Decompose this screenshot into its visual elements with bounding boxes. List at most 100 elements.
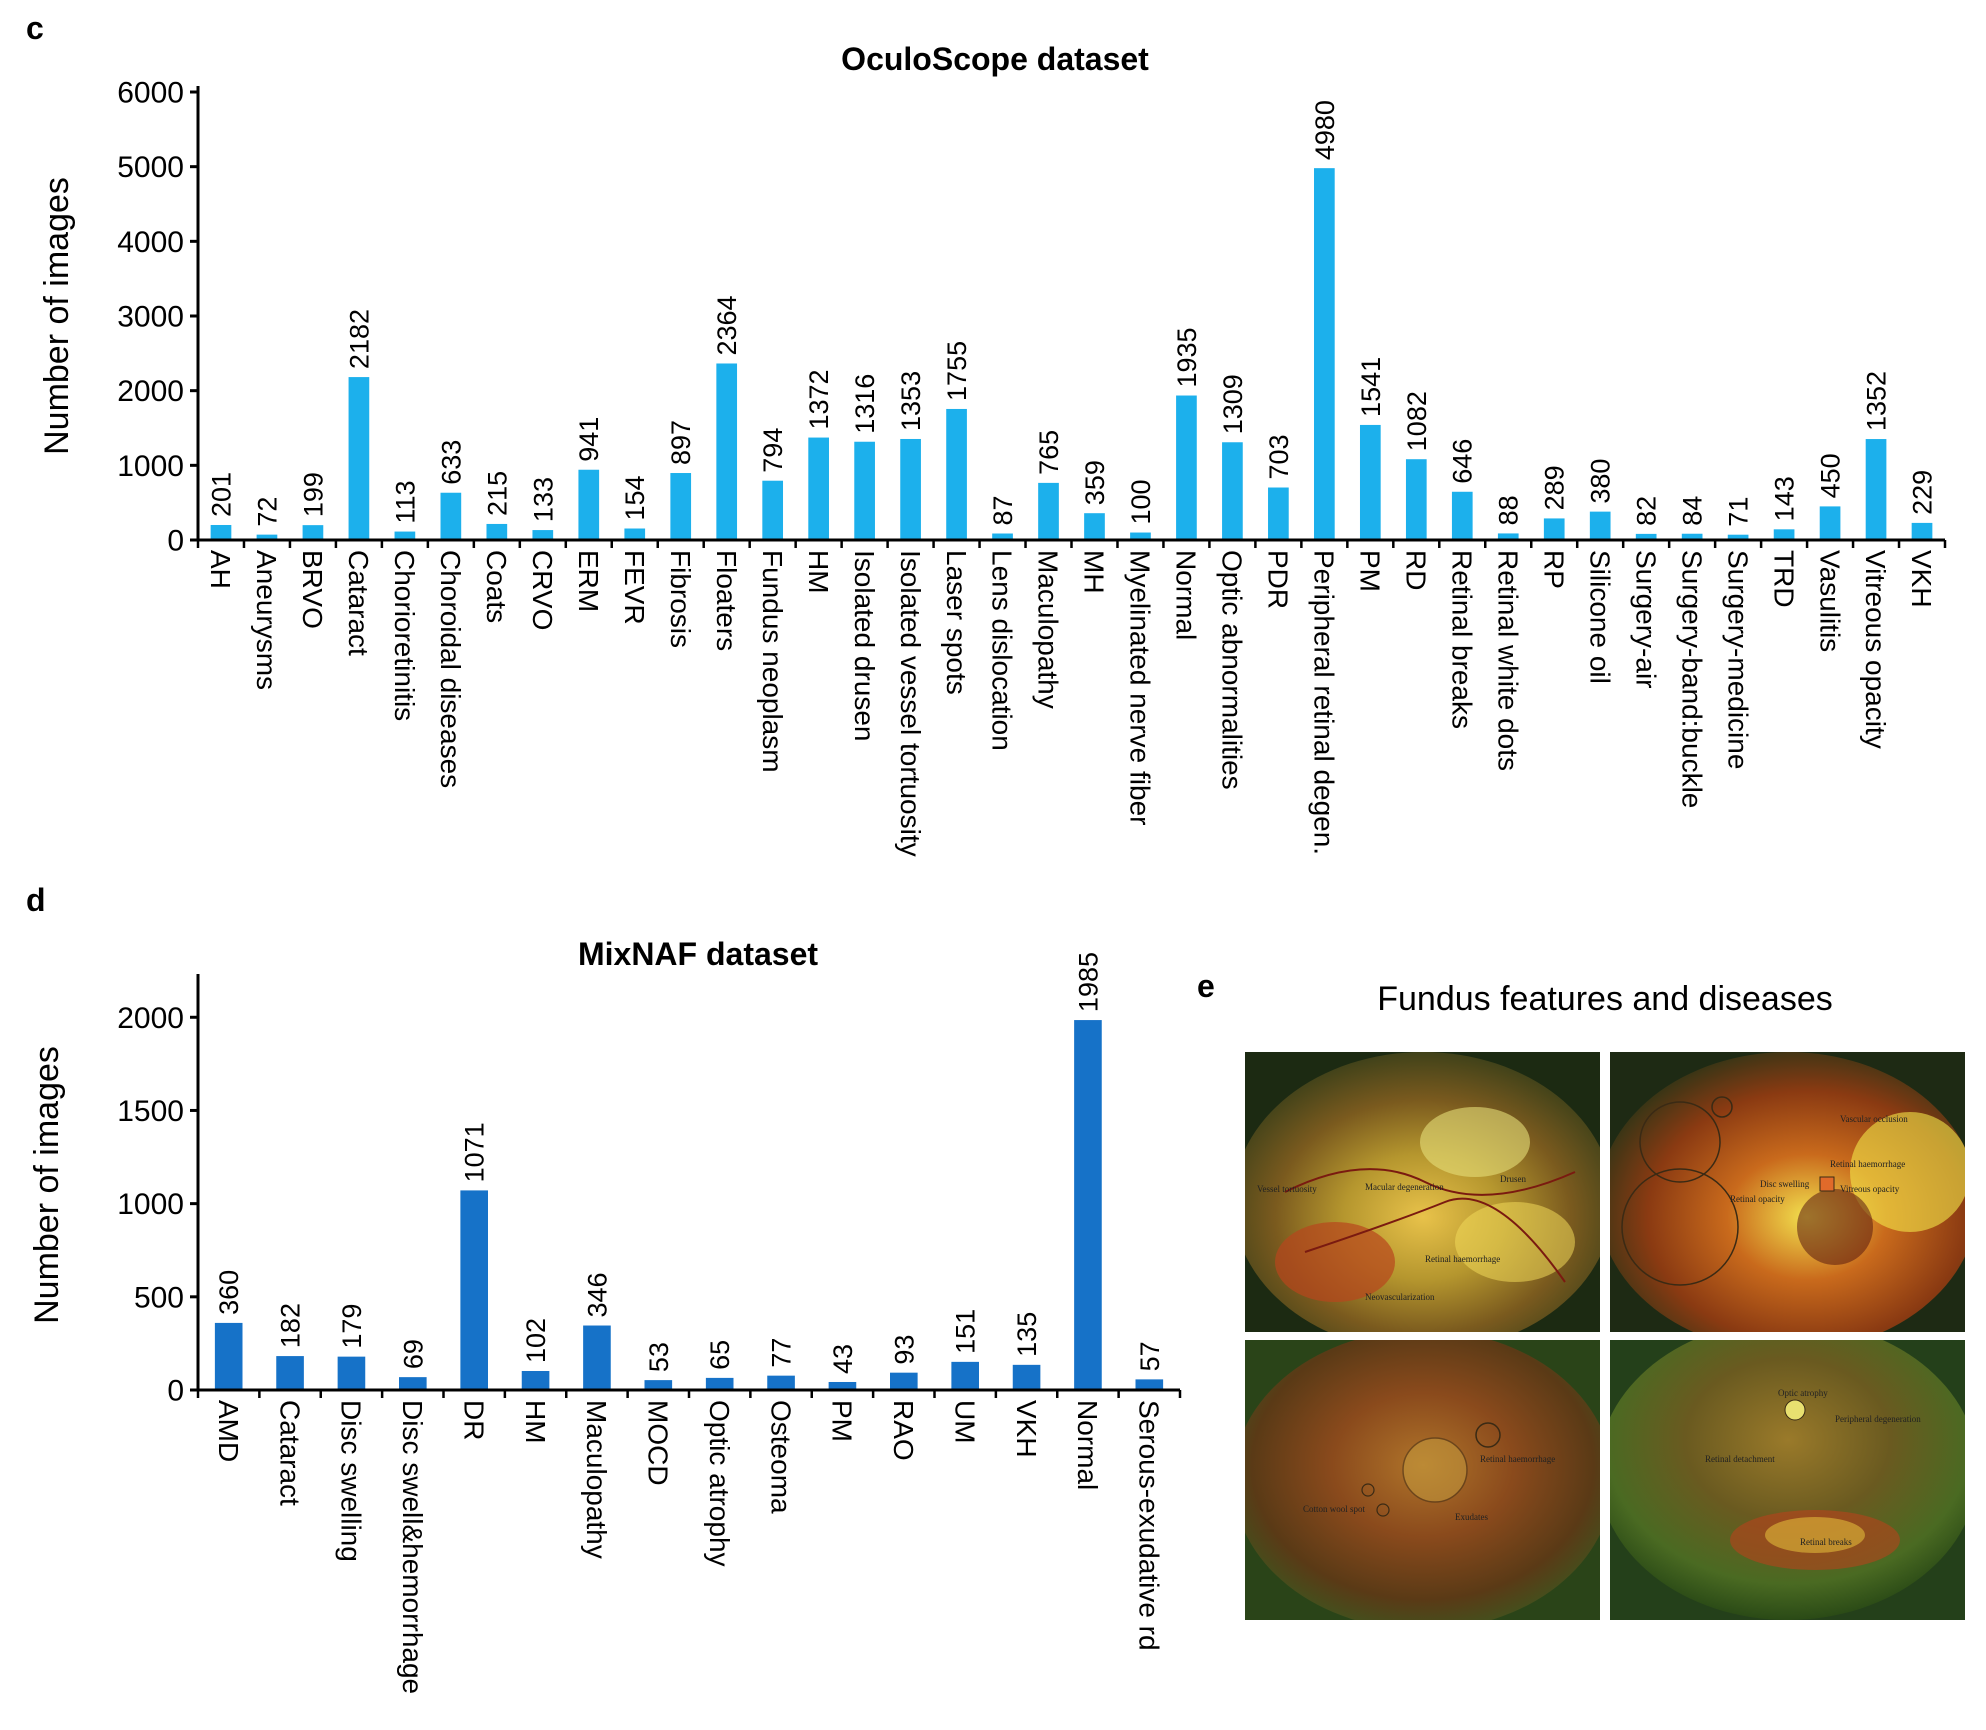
bar-value-label: 113 [390, 481, 420, 524]
category-label: Fibrosis [665, 550, 696, 648]
bar-value-label: 77 [767, 1338, 797, 1368]
bar [1865, 439, 1887, 540]
category-label: Laser spots [941, 550, 972, 695]
bar-value-label: 360 [214, 1270, 244, 1315]
bar-value-label: 215 [482, 471, 512, 516]
bar [854, 441, 875, 540]
panel-letter-d: d [26, 882, 46, 918]
bar-value-label: 1541 [1356, 357, 1386, 417]
bar [302, 525, 324, 540]
category-label: Maculopathy [1033, 550, 1064, 709]
bar-value-label: 100 [1126, 479, 1156, 524]
fundus-3-label-1: Retinal haemorrhage [1480, 1454, 1555, 1464]
category-label: PDR [1263, 550, 1294, 609]
bar [1451, 491, 1473, 540]
fundus-image-4: Optic atrophy Peripheral degeneration Re… [1610, 1340, 1965, 1620]
bar [946, 408, 967, 540]
chart-title: OculoScope dataset [841, 41, 1149, 77]
bar [716, 363, 738, 540]
category-label: AH [205, 550, 236, 589]
bar-value-label: 1755 [942, 341, 972, 401]
bar-value-label: 289 [1540, 465, 1570, 510]
category-label: PM [827, 1400, 858, 1442]
fundus-1-label-1: Vessel tortuosity [1257, 1184, 1317, 1194]
bar [256, 534, 278, 540]
bar-value-label: 182 [276, 1303, 306, 1348]
bar-value-label: 450 [1816, 453, 1846, 498]
y-tick-label: 2000 [117, 375, 184, 408]
panel-letter-e: e [1197, 968, 1215, 1004]
fundus-1-label-3: Drusen [1500, 1174, 1526, 1184]
bar [1543, 518, 1565, 540]
bar [1135, 1379, 1164, 1390]
bar [1176, 395, 1197, 540]
fundus-2-label-2: Retinal haemorrhage [1830, 1159, 1905, 1169]
bar [951, 1361, 979, 1390]
bar-value-label: 72 [252, 497, 282, 527]
bar-value-label: 135 [1012, 1312, 1042, 1357]
bar [1819, 506, 1841, 540]
fundus-image-1: Vessel tortuosity Macular degeneration D… [1245, 1052, 1600, 1332]
fundus-4-label-2: Peripheral degeneration [1835, 1414, 1921, 1424]
fundus-2-label-4: Vitreous opacity [1840, 1184, 1900, 1194]
bar [532, 530, 554, 540]
bar [348, 377, 370, 540]
category-label: MH [1079, 550, 1110, 594]
bar-value-label: 1316 [850, 374, 880, 434]
category-label: RP [1538, 550, 1569, 589]
fundus-3-label-3: Exudates [1455, 1512, 1488, 1522]
bar [670, 473, 692, 540]
category-label: PM [1355, 550, 1386, 592]
bar [394, 531, 416, 540]
category-label: Disc swelling [336, 1400, 367, 1562]
bar-value-label: 1985 [1073, 952, 1103, 1012]
bar [900, 438, 921, 540]
category-label: Vasulitis [1814, 550, 1845, 652]
bar [705, 1377, 734, 1390]
category-label: RD [1401, 550, 1432, 590]
category-label: Surgery-air [1630, 550, 1661, 688]
category-label: VKH [1906, 550, 1937, 608]
bar-value-label: 102 [521, 1318, 551, 1363]
chart-title: MixNAF dataset [578, 936, 818, 972]
bar [1773, 529, 1795, 540]
bar [276, 1356, 304, 1390]
y-tick-label: 3000 [117, 301, 184, 334]
panel-letter-c: c [26, 10, 44, 46]
bar-value-label: 1309 [1218, 374, 1248, 434]
fundus-1-label-4: Retinal haemorrhage [1425, 1254, 1500, 1264]
bar [440, 492, 462, 540]
category-label: DR [458, 1400, 489, 1440]
bar-value-label: 4980 [1310, 100, 1340, 160]
bar-value-label: 1935 [1172, 327, 1202, 387]
category-label: ERM [573, 550, 604, 612]
bar [1130, 532, 1151, 540]
y-tick-label: 1000 [117, 1188, 184, 1221]
y-tick-label: 0 [167, 525, 184, 558]
category-label: VKH [1011, 1400, 1042, 1458]
fundus-image-grid: Vessel tortuosity Macular degeneration D… [1245, 1052, 1965, 1620]
category-label: FEVR [619, 550, 650, 625]
bar [1727, 534, 1749, 540]
bar-value-label: 84 [1678, 496, 1708, 526]
y-tick-label: 0 [167, 1375, 184, 1408]
fundus-image-3: Retinal haemorrhage Cotton wool spot Exu… [1245, 1340, 1600, 1620]
bar-value-label: 1082 [1402, 391, 1432, 451]
bar [1038, 482, 1059, 540]
oculoscope-bar-chart: OculoScope dataset Number of images 201 72 1… [38, 41, 1947, 857]
category-label: Normal [1072, 1400, 1103, 1490]
category-label: Aneurysms [251, 550, 282, 690]
bar-value-label: 143 [1770, 476, 1800, 521]
category-label: MOCD [643, 1400, 674, 1486]
bar-value-label: 1352 [1861, 371, 1891, 431]
category-label: Floaters [711, 550, 742, 651]
bar [1268, 487, 1289, 540]
bar-value-label: 633 [436, 440, 466, 485]
fundus-panel-title: Fundus features and diseases [1377, 980, 1833, 1018]
bar [521, 1370, 550, 1390]
bar-value-label: 65 [705, 1340, 735, 1370]
bar [583, 1325, 611, 1390]
bar-value-label: 93 [889, 1335, 919, 1365]
category-label: BRVO [297, 550, 328, 629]
bar [460, 1190, 488, 1390]
